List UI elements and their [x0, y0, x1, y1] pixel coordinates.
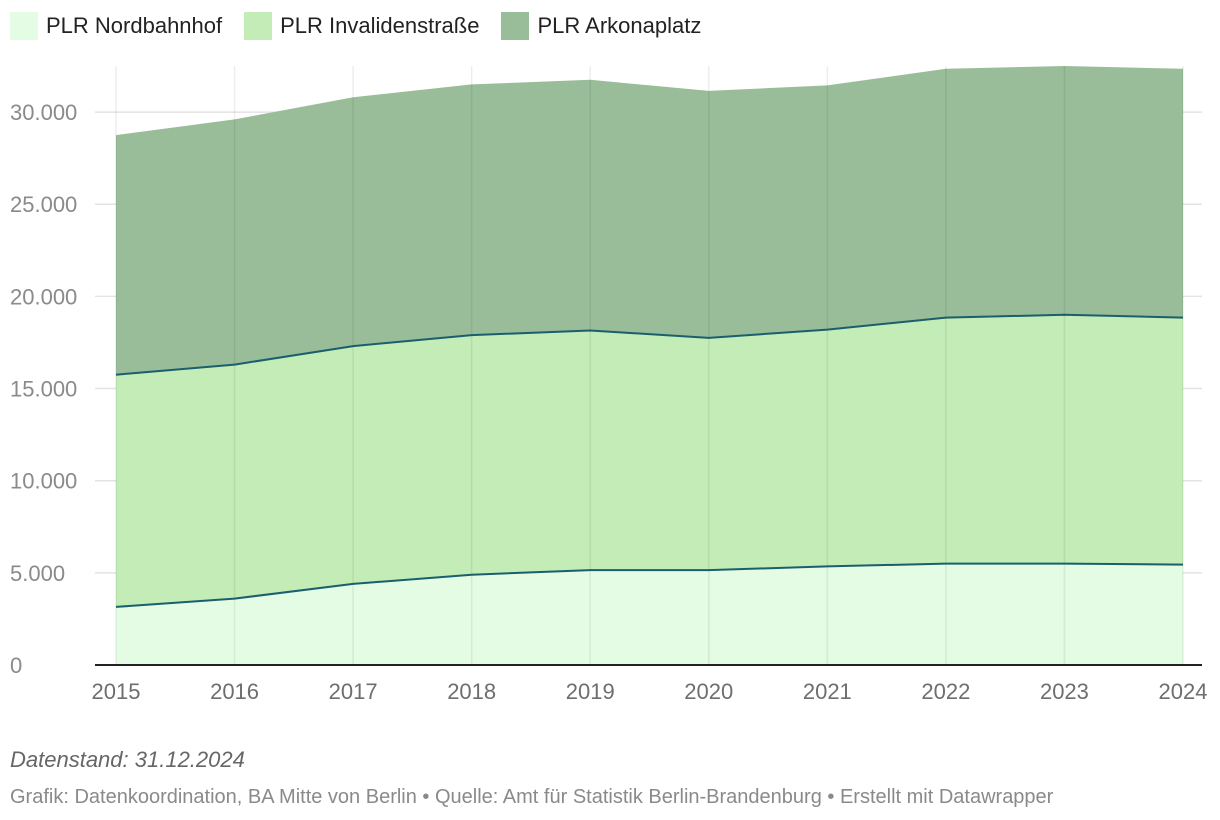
x-tick-label: 2024	[1159, 679, 1208, 704]
y-tick-label: 0	[10, 653, 22, 678]
y-tick-label: 30.000	[10, 100, 77, 125]
data-status-note: Datenstand: 31.12.2024	[10, 747, 245, 772]
legend-label-nordbahnhof: PLR Nordbahnhof	[46, 13, 223, 38]
legend-swatch-invalidenstrasse	[244, 12, 273, 40]
x-tick-label: 2020	[684, 679, 733, 704]
x-tick-label: 2023	[1040, 679, 1089, 704]
x-tick-label: 2021	[803, 679, 852, 704]
y-tick-label: 10.000	[10, 469, 77, 494]
y-tick-label: 5.000	[10, 561, 65, 586]
y-tick-label: 15.000	[10, 377, 77, 402]
axis-layer: 0 5.000 10.000 15.000 20.000 25.000 30.000 2015…	[10, 100, 1207, 704]
area-series-0	[116, 563, 1183, 665]
legend-swatch-nordbahnhof	[10, 12, 38, 40]
x-tick-label: 2018	[447, 679, 496, 704]
series-boundary-line-1	[115, 313, 1184, 376]
area-layer	[116, 66, 1183, 665]
x-tick-label: 2015	[92, 679, 141, 704]
legend-item-invalidenstrasse: PLR Invalidenstraße	[244, 12, 479, 40]
x-tick-label: 2019	[566, 679, 615, 704]
stacked-area-chart: 0 5.000 10.000 15.000 20.000 25.000 30.000 2015…	[10, 66, 1207, 704]
source-credit: Grafik: Datenkoordination, BA Mitte von …	[10, 786, 1054, 808]
x-tick-label: 2016	[210, 679, 259, 704]
y-tick-label: 25.000	[10, 192, 77, 217]
chart-legend: PLR Nordbahnhof PLR Invalidenstraße PLR …	[10, 12, 701, 40]
legend-item-arkonaplatz: PLR Arkonaplatz	[501, 12, 701, 40]
x-tick-label: 2022	[921, 679, 970, 704]
area-series-2	[116, 66, 1183, 375]
line-layer	[115, 313, 1184, 608]
x-tick-label: 2017	[329, 679, 378, 704]
y-tick-label: 20.000	[10, 284, 77, 309]
series-boundary-line-0	[115, 562, 1184, 608]
area-series-1	[116, 314, 1183, 607]
legend-item-nordbahnhof: PLR Nordbahnhof	[10, 12, 222, 40]
legend-swatch-arkonaplatz	[501, 12, 530, 40]
legend-label-arkonaplatz: PLR Arkonaplatz	[537, 13, 702, 38]
legend-label-invalidenstrasse: PLR Invalidenstraße	[280, 13, 480, 38]
